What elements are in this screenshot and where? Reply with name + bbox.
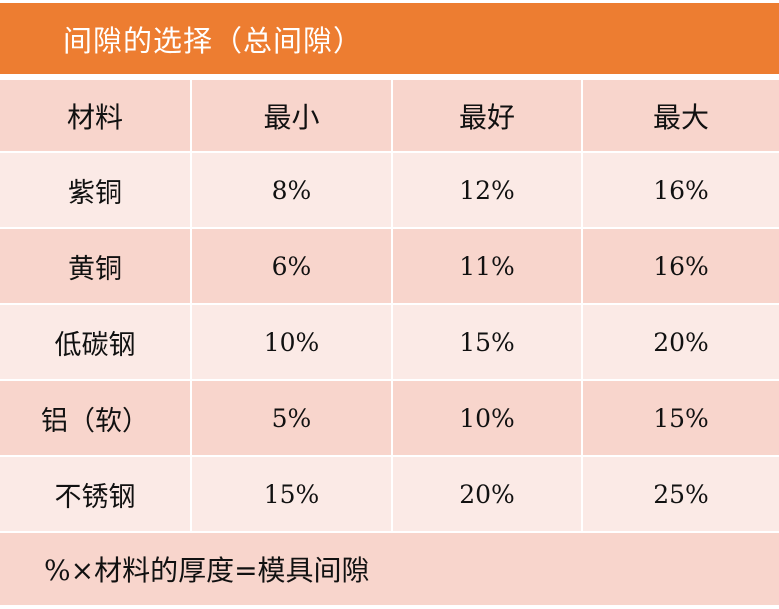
header-max: 最大 bbox=[583, 80, 779, 151]
formula-text: %×材料的厚度=模具间隙 bbox=[44, 554, 370, 587]
cell-best: 11% bbox=[393, 229, 581, 303]
clearance-table: 材料 最小 最好 最大 紫铜 8% 12% 16% 黄铜 6% 11% 16% … bbox=[0, 80, 779, 531]
cell-material: 黄铜 bbox=[0, 229, 190, 303]
cell-min: 10% bbox=[192, 305, 391, 379]
cell-min: 15% bbox=[192, 457, 391, 531]
cell-material: 紫铜 bbox=[0, 153, 190, 227]
table-title: 间隙的选择（总间隙） bbox=[63, 23, 364, 58]
cell-min: 8% bbox=[192, 153, 391, 227]
cell-max: 15% bbox=[583, 381, 779, 455]
cell-best: 20% bbox=[393, 457, 581, 531]
cell-max: 25% bbox=[583, 457, 779, 531]
cell-material: 低碳钢 bbox=[0, 305, 190, 379]
cell-material: 不锈钢 bbox=[0, 457, 190, 531]
header-material: 材料 bbox=[0, 80, 190, 151]
header-min: 最小 bbox=[192, 80, 391, 151]
cell-min: 5% bbox=[192, 381, 391, 455]
cell-max: 20% bbox=[583, 305, 779, 379]
cell-best: 15% bbox=[393, 305, 581, 379]
cell-min: 6% bbox=[192, 229, 391, 303]
title-bar: 间隙的选择（总间隙） bbox=[0, 3, 779, 74]
cell-best: 10% bbox=[393, 381, 581, 455]
cell-material: 铝（软） bbox=[0, 381, 190, 455]
cell-best: 12% bbox=[393, 153, 581, 227]
header-best: 最好 bbox=[393, 80, 581, 151]
cell-max: 16% bbox=[583, 153, 779, 227]
footer-note: %×材料的厚度=模具间隙 bbox=[0, 533, 779, 605]
cell-max: 16% bbox=[583, 229, 779, 303]
